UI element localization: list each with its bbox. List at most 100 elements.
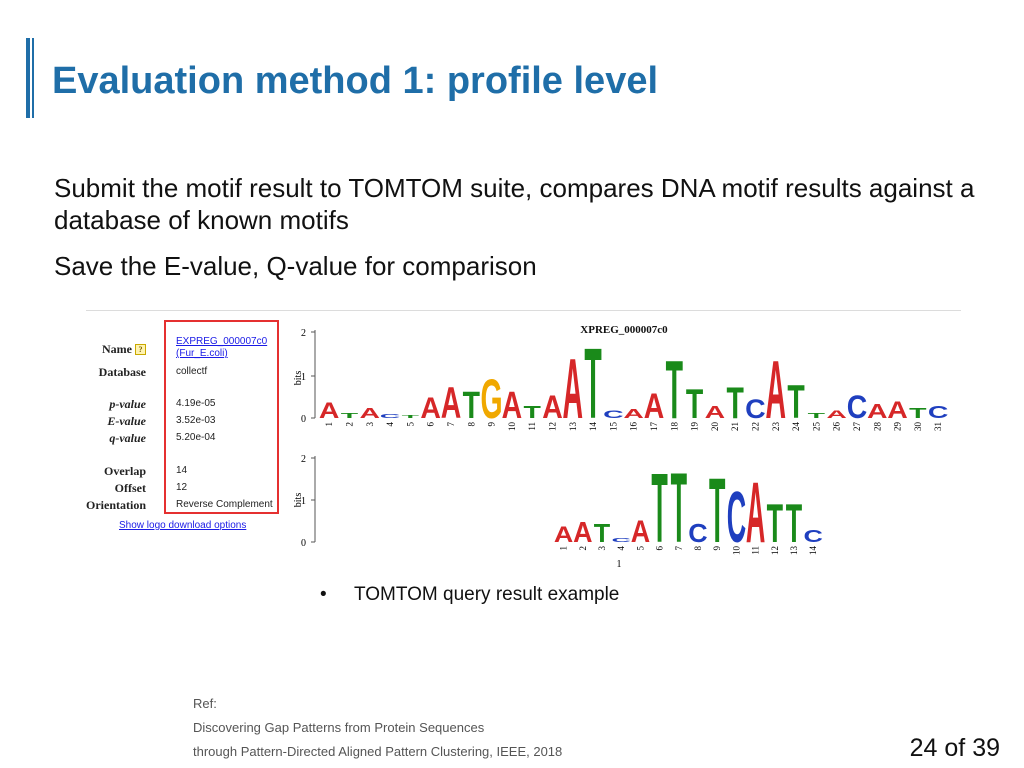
- bottom-logo-letter: C: [727, 477, 746, 558]
- top-position-label: 12: [547, 422, 557, 431]
- top-logo-letter: T: [402, 414, 420, 419]
- bottom-position-label: 14: [808, 546, 818, 556]
- value-database: collectf: [176, 366, 208, 377]
- page-number: 24 of 39: [909, 734, 1000, 762]
- top-logo-letter: A: [542, 389, 563, 425]
- top-position-label: 28: [872, 422, 882, 432]
- top-position-label: 27: [852, 422, 862, 432]
- body-line-tomtom: Submit the motif result to TOMTOM suite,…: [54, 173, 975, 235]
- bottom-position-label: 4: [616, 546, 626, 551]
- help-icon[interactable]: ?: [135, 344, 146, 355]
- top-position-label: 6: [426, 422, 436, 427]
- bottom-position-label: 11: [751, 546, 761, 555]
- top-tick-1: 1: [301, 372, 306, 383]
- bottom-logo-letter: T: [786, 494, 802, 555]
- top-position-label: 8: [466, 422, 476, 427]
- bottom-position-label: 6: [655, 546, 665, 551]
- logo-download-link[interactable]: Show logo download options: [119, 520, 247, 531]
- caption-text: TOMTOM query result example: [354, 584, 620, 605]
- top-logo-letter: A: [441, 378, 462, 428]
- logo-title: XPREG_000007c0: [580, 324, 668, 336]
- motif-name-link[interactable]: EXPREG_000007c0: [176, 336, 268, 347]
- label-overlap: Overlap: [104, 464, 146, 478]
- top-logo-letter: T: [584, 327, 601, 440]
- top-position-labels: 1 2 3 4 5 6 7 8 9 10 11 12 13 14 15 16 17 18 19 20 21 22 23 24 2…: [324, 422, 943, 432]
- top-logo-letter: A: [420, 393, 441, 426]
- top-logo-letter: A: [319, 399, 340, 424]
- top-logo-letter: T: [666, 344, 683, 436]
- top-logo-letter: T: [463, 384, 481, 427]
- bottom-position-labels: 1 2 3 4 5 6 7 8 9 10 11 12 13 14: [559, 546, 819, 556]
- value-pvalue: 4.19e-05: [176, 398, 216, 409]
- bottom-logo-letter: C: [611, 537, 630, 544]
- bottom-position-label: 7: [674, 546, 684, 551]
- bottom-position-label: 5: [635, 546, 645, 551]
- top-logo-letter: C: [928, 403, 949, 422]
- top-position-label: 16: [629, 422, 639, 432]
- top-logo-letter: T: [523, 403, 541, 422]
- top-position-label: 26: [832, 422, 842, 432]
- bottom-tick-0: 0: [301, 538, 306, 549]
- bottom-position-label: 10: [731, 546, 741, 556]
- label-pvalue: p-value: [109, 397, 146, 411]
- bottom-logo-letter: A: [573, 516, 592, 548]
- bottom-logo-letter: T: [651, 455, 667, 564]
- top-logo-letter: A: [705, 403, 726, 422]
- top-logo-letter: A: [623, 406, 644, 421]
- bottom-logo-letter: C: [688, 518, 707, 547]
- top-position-label: 24: [791, 422, 801, 432]
- value-overlap: 14: [176, 465, 188, 476]
- top-position-label: 22: [750, 422, 760, 431]
- bottom-logo-letter: A: [554, 523, 574, 547]
- label-evalue: E-value: [107, 414, 146, 428]
- slide-title: Evaluation method 1: profile level: [52, 60, 659, 102]
- label-orientation: Orientation: [86, 498, 146, 512]
- top-logo-letter: C: [847, 389, 868, 425]
- top-logo-letter: A: [826, 409, 847, 421]
- top-logo-letter: T: [808, 412, 826, 420]
- top-position-label: 30: [913, 422, 923, 432]
- top-position-label: 9: [487, 422, 497, 427]
- top-logo-letter: T: [787, 377, 805, 429]
- label-qvalue: q-value: [109, 431, 146, 445]
- bottom-y-axis-label: bits: [293, 493, 304, 508]
- top-tick-0: 0: [301, 414, 306, 425]
- top-logo-letter: A: [502, 384, 523, 427]
- top-logo-letter: A: [359, 405, 380, 421]
- value-offset: 12: [176, 482, 188, 493]
- label-name: Name?: [102, 342, 146, 357]
- top-logo-letter: G: [480, 369, 502, 431]
- bottom-tick-1: 1: [301, 496, 306, 507]
- bottom-position-label: 2: [578, 546, 588, 551]
- top-logo-letter: T: [341, 412, 359, 420]
- bottom-logo-letter: C: [803, 527, 822, 546]
- bottom-position-label: 12: [770, 546, 780, 555]
- reference-line-2: through Pattern-Directed Aligned Pattern…: [193, 744, 563, 759]
- caption-bullet: •: [320, 584, 327, 605]
- top-logo-letter: T: [909, 405, 927, 421]
- top-position-label: 23: [771, 422, 781, 432]
- top-logo-letter: C: [603, 409, 624, 421]
- top-logo-letter: C: [380, 413, 401, 420]
- top-position-label: 1: [324, 422, 334, 427]
- top-position-label: 29: [893, 422, 903, 432]
- top-logo-letter: T: [686, 381, 704, 428]
- title-accent-bar: [26, 38, 34, 118]
- label-offset: Offset: [114, 481, 146, 495]
- top-y-axis-label: bits: [293, 371, 304, 386]
- bottom-logo-letter: T: [594, 518, 610, 547]
- top-position-label: 19: [690, 422, 700, 432]
- top-position-label: 4: [385, 422, 395, 427]
- bottom-logo-letter: T: [767, 494, 783, 555]
- top-position-label: 10: [507, 422, 517, 432]
- top-logo-letter: A: [867, 401, 888, 423]
- motif-alt-name-link[interactable]: (Fur_E.coli): [176, 348, 228, 359]
- top-position-label: 14: [588, 422, 598, 432]
- top-position-label: 15: [608, 422, 618, 432]
- top-logo-letter: A: [765, 344, 786, 436]
- top-position-label: 21: [730, 422, 740, 431]
- bottom-logo-letter: A: [746, 464, 765, 561]
- bottom-logo-footer: 1: [617, 559, 622, 570]
- sequence-logo-chart: XPREG_000007c0 2 1 0 bits A T A C T A A T GA T A A T…: [293, 324, 949, 570]
